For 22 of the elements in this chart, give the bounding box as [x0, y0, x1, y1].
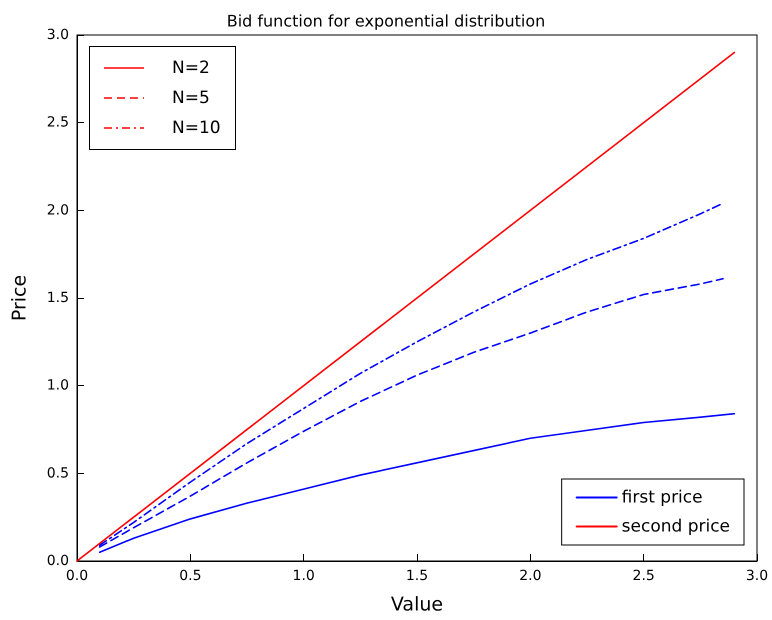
- y-tick-label: 2.0: [46, 202, 69, 218]
- x-tick-label: 0.0: [66, 568, 88, 584]
- y-tick-label: 1.0: [46, 378, 69, 394]
- annotation: N=5: [172, 88, 210, 108]
- annotation: N=10: [172, 118, 221, 138]
- y-tick-label: 0.5: [46, 465, 69, 482]
- y-tick-label: 1.5: [46, 290, 69, 306]
- legend-label: first price: [622, 488, 703, 508]
- y-tick-label: 0.0: [46, 553, 69, 569]
- y-tick-label: 2.5: [46, 114, 69, 131]
- y-tick-label: 3.0: [46, 27, 69, 43]
- y-axis-title: Price: [8, 274, 30, 322]
- chart-title: Bid function for exponential distribution: [226, 12, 546, 30]
- annotation: N=2: [172, 58, 210, 78]
- legend-label: second price: [622, 516, 730, 536]
- x-tick-label: 2.0: [519, 568, 542, 584]
- x-tick-label: 1.0: [292, 568, 315, 584]
- x-tick-label: 1.5: [406, 568, 428, 584]
- x-tick-label: 3.0: [746, 568, 768, 584]
- x-axis-title: Value: [390, 594, 444, 616]
- x-tick-label: 2.5: [632, 568, 655, 584]
- x-tick-label: 0.5: [179, 568, 202, 584]
